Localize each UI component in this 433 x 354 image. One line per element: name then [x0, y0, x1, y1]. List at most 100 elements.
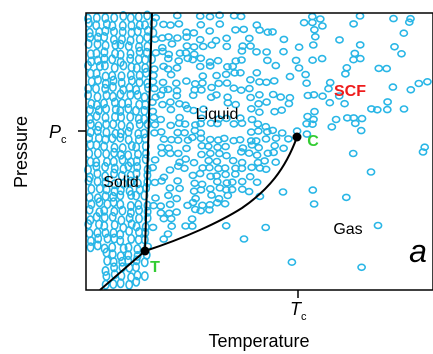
particle	[188, 198, 198, 207]
particle	[188, 171, 198, 180]
particle	[221, 142, 230, 151]
particle	[237, 56, 246, 64]
particle	[310, 32, 320, 41]
particle	[294, 64, 304, 72]
particle	[196, 20, 206, 29]
particle	[174, 20, 184, 28]
particle	[101, 40, 110, 51]
particle	[227, 178, 237, 186]
particle	[247, 115, 257, 124]
particle	[262, 56, 272, 65]
particle	[86, 236, 95, 247]
particle	[117, 77, 126, 88]
particle	[246, 105, 256, 113]
particle	[229, 84, 239, 92]
particle	[277, 129, 287, 137]
particle	[126, 111, 135, 122]
particle	[102, 270, 111, 281]
particle	[196, 54, 206, 63]
particle	[172, 92, 182, 100]
melting-curve	[144, 12, 153, 252]
particle	[212, 177, 222, 186]
particle	[261, 165, 271, 174]
particle	[247, 163, 257, 172]
particle-field	[84, 10, 432, 290]
particle	[221, 114, 231, 123]
particle	[110, 220, 119, 231]
particle	[246, 128, 256, 136]
particle	[189, 106, 198, 115]
particle	[173, 177, 182, 185]
particle	[406, 86, 416, 94]
particle	[195, 35, 205, 44]
particle	[222, 151, 231, 160]
particle	[143, 213, 152, 224]
particle	[102, 148, 111, 159]
particle	[141, 154, 150, 165]
particle	[255, 26, 264, 34]
particle	[205, 62, 215, 70]
particle	[206, 172, 215, 181]
particle	[221, 222, 231, 230]
particle	[239, 25, 249, 34]
particle	[309, 200, 319, 208]
particle	[309, 25, 319, 34]
particle	[180, 129, 189, 137]
particle	[118, 143, 127, 154]
particle	[172, 34, 182, 42]
particle	[366, 105, 376, 113]
particle	[213, 143, 222, 152]
particle	[341, 193, 351, 202]
particle	[92, 157, 101, 168]
particle	[134, 114, 143, 125]
particle	[188, 91, 198, 100]
x-axis-label: Temperature	[208, 331, 309, 351]
particle	[350, 49, 360, 58]
particle	[132, 168, 141, 179]
particle	[308, 56, 317, 65]
particle	[263, 28, 273, 37]
particle	[287, 258, 297, 267]
particle	[228, 156, 238, 165]
particle	[116, 132, 125, 143]
particle	[357, 114, 367, 123]
particle	[84, 13, 93, 24]
particle	[211, 91, 221, 99]
particle	[195, 62, 205, 71]
particle	[207, 191, 216, 199]
particle	[124, 250, 133, 261]
particle	[171, 79, 181, 87]
particle	[221, 170, 230, 179]
particle	[299, 18, 309, 27]
particle	[126, 35, 135, 46]
particle	[205, 185, 215, 193]
particle	[167, 40, 177, 48]
solid-region-label: Solid	[103, 174, 139, 191]
particle	[167, 222, 177, 230]
particle	[127, 20, 136, 31]
particle	[236, 86, 246, 94]
particle	[205, 149, 215, 158]
particle	[108, 54, 117, 65]
particle	[355, 41, 365, 49]
particle	[223, 191, 233, 200]
particle	[119, 60, 128, 71]
particle	[198, 42, 208, 51]
particle	[134, 11, 143, 22]
particle	[87, 199, 96, 210]
particle	[92, 100, 101, 111]
particle	[222, 79, 232, 87]
particle	[135, 77, 144, 88]
particle	[179, 164, 189, 173]
particle	[204, 163, 214, 172]
particle	[276, 93, 286, 101]
particle	[110, 62, 119, 73]
particle	[174, 57, 184, 65]
gas-particle	[366, 168, 376, 176]
particle	[180, 120, 190, 128]
particle	[133, 270, 142, 281]
particle	[324, 84, 333, 93]
particle	[93, 91, 102, 102]
particle	[166, 105, 176, 114]
particle	[214, 149, 224, 158]
